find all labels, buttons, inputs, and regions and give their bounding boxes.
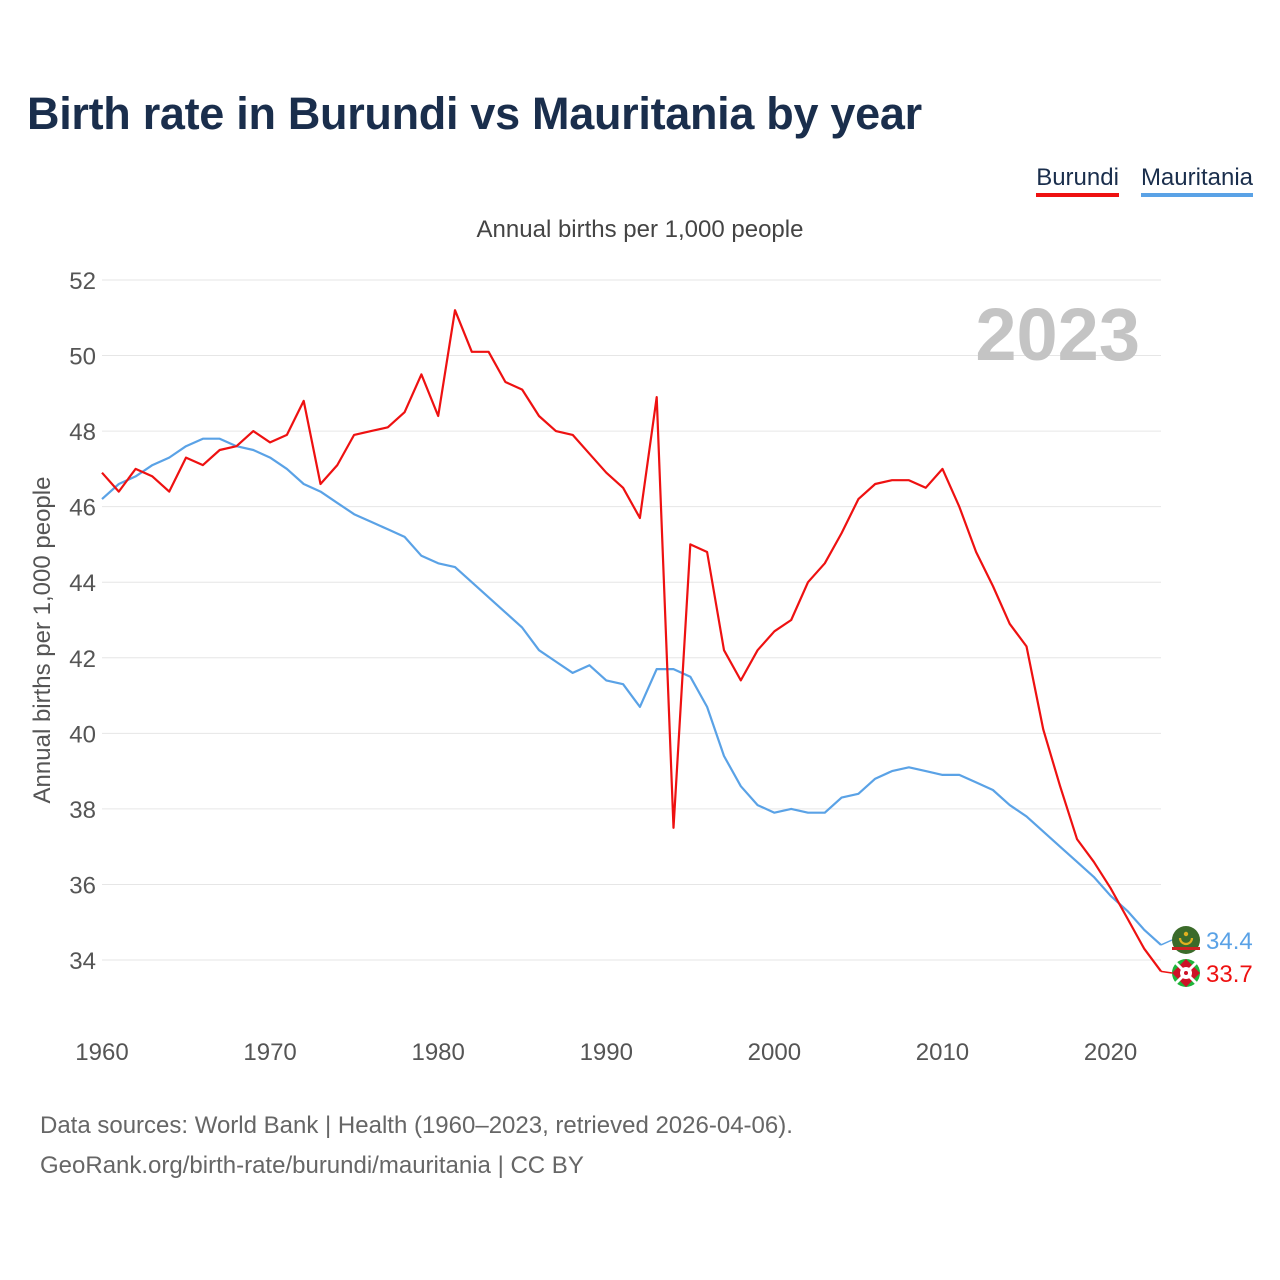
x-tick-label: 1990: [580, 1039, 633, 1066]
chart-title: Birth rate in Burundi vs Mauritania by y…: [27, 88, 922, 139]
mauritania-connector: [1160, 939, 1173, 946]
y-tick-label: 38: [69, 797, 96, 824]
year-badge: 2023: [975, 293, 1140, 376]
data-source-note: Data sources: World Bank | Health (1960–…: [40, 1112, 793, 1139]
source-url[interactable]: GeoRank.org/birth-rate/burundi/mauritani…: [40, 1152, 584, 1179]
burundi-end-label: 33.7: [1206, 961, 1253, 988]
y-tick-label: 40: [69, 721, 96, 748]
x-tick-label: 2010: [916, 1039, 969, 1066]
legend-item-mauritania[interactable]: Mauritania: [1140, 164, 1253, 197]
chart-subtitle: Annual births per 1,000 people: [476, 216, 804, 243]
y-tick-label: 36: [69, 872, 96, 899]
y-tick-label: 42: [69, 646, 96, 673]
burundi-line[interactable]: [101, 309, 1162, 972]
y-tick-label: 46: [69, 495, 96, 522]
end-markers: 34.4 33.7: [1160, 926, 1253, 988]
y-tick-label: 34: [69, 948, 96, 975]
x-tick-label: 2000: [748, 1039, 801, 1066]
mauritania-flag-icon: [1172, 926, 1200, 954]
y-axis-title: Annual births per 1,000 people: [29, 477, 56, 804]
x-tick-label: 2020: [1084, 1039, 1137, 1066]
mauritania-line[interactable]: [101, 437, 1162, 946]
x-tick-label: 1980: [411, 1039, 464, 1066]
grid-lines: [102, 279, 1161, 961]
series-lines: [101, 309, 1162, 972]
burundi-flag-icon: [1172, 959, 1200, 987]
x-tick-label: 1970: [243, 1039, 296, 1066]
y-tick-label: 52: [69, 268, 96, 295]
burundi-connector: [1160, 970, 1173, 974]
y-tick-label: 50: [69, 344, 96, 371]
legend-item-burundi[interactable]: Burundi: [1036, 164, 1119, 197]
y-tick-label: 48: [69, 419, 96, 446]
axis-labels: 34 36 38 40 42 44 46 48 50 52 1960 1970 1980 1990 2000…: [29, 268, 1137, 1066]
y-tick-label: 44: [69, 570, 96, 597]
mauritania-end-label: 34.4: [1206, 928, 1253, 955]
legend: Burundi Mauritania: [1036, 164, 1253, 197]
footer: Data sources: World Bank | Health (1960–…: [40, 1106, 793, 1186]
x-tick-label: 1960: [75, 1039, 128, 1066]
